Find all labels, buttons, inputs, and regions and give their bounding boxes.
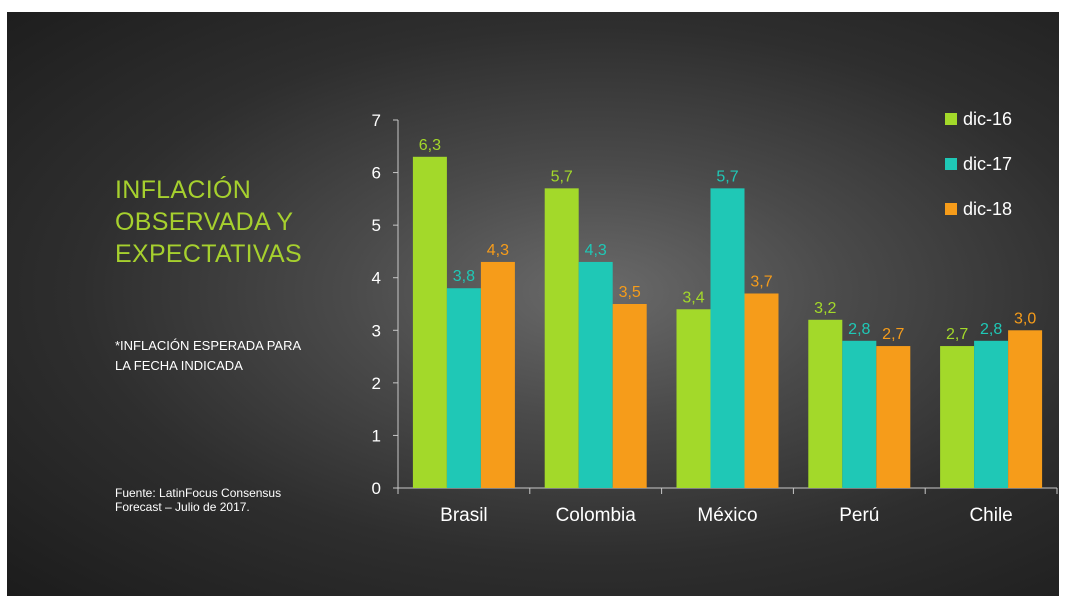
slide-title-line-1: INFLACIÓN <box>115 176 252 204</box>
data-label: 3,2 <box>814 300 836 317</box>
bar-dic-18-Colombia <box>612 304 647 488</box>
legend-item: dic-17 <box>945 153 1012 175</box>
y-tick-label: 4 <box>372 269 381 288</box>
bar-dic-18-Perú <box>876 346 911 488</box>
legend-swatch <box>945 158 957 170</box>
data-label: 4,3 <box>487 242 509 259</box>
y-tick-label: 1 <box>372 426 381 445</box>
legend-swatch <box>945 113 957 125</box>
bar-dic-16-Brasil <box>412 156 447 489</box>
bar-dic-16-Colombia <box>544 188 579 489</box>
data-label: 2,7 <box>882 326 904 343</box>
data-label: 2,8 <box>848 321 870 338</box>
x-tick-label: Perú <box>839 505 879 526</box>
y-tick-label: 3 <box>372 321 381 340</box>
legend-label: dic-17 <box>963 153 1013 174</box>
x-tick-label: Colombia <box>556 505 637 526</box>
data-label: 5,7 <box>551 168 573 185</box>
bar-chart: 0 1 2 3 4 5 6 7 6,3 3,8 4,3 Brasil 5,7 4,3 3,5 Colombia… <box>372 111 1058 526</box>
y-tick-label: 7 <box>372 111 381 130</box>
bar-dic-18-México <box>744 293 779 488</box>
bar-dic-17-Perú <box>842 340 877 488</box>
legend-item: dic-16 <box>945 108 1012 130</box>
data-label: 4,3 <box>585 242 607 259</box>
x-tick-label: Chile <box>969 505 1012 526</box>
data-label: 3,8 <box>453 268 475 285</box>
legend-item: dic-18 <box>945 198 1012 220</box>
bar-dic-17-Colombia <box>578 261 613 488</box>
data-label: 3,0 <box>1014 310 1036 327</box>
bar-dic-17-Brasil <box>446 288 481 488</box>
bar-dic-16-Perú <box>808 319 843 488</box>
bar-dic-17-Chile <box>974 340 1009 488</box>
bar-dic-16-México <box>676 309 711 488</box>
slide-title: INFLACIÓN OBSERVADA Y EXPECTATIVAS <box>115 174 375 270</box>
footnote-line-2: LA FECHA INDICADA <box>115 358 243 373</box>
bar-dic-17-México <box>710 188 745 489</box>
data-label: 2,7 <box>946 326 968 343</box>
footnote: *INFLACIÓN ESPERADA PARA LA FECHA INDICA… <box>115 336 375 376</box>
y-tick-label: 2 <box>372 374 381 393</box>
footnote-line-1: *INFLACIÓN ESPERADA PARA <box>115 338 302 353</box>
data-label: 3,7 <box>750 273 772 290</box>
bar-dic-18-Brasil <box>480 261 515 488</box>
source-note: Fuente: LatinFocus Consensus Forecast – … <box>115 486 355 514</box>
data-label: 5,7 <box>716 168 738 185</box>
x-tick-label: México <box>697 505 757 526</box>
data-label: 3,5 <box>619 284 641 301</box>
y-tick-label: 5 <box>372 216 381 235</box>
slide-title-line-3: EXPECTATIVAS <box>115 240 302 268</box>
legend-swatch <box>945 203 957 215</box>
bar-dic-18-Chile <box>1008 330 1043 488</box>
slide-title-line-2: OBSERVADA Y <box>115 208 294 236</box>
data-label: 6,3 <box>419 137 441 154</box>
legend-label: dic-18 <box>963 198 1013 219</box>
source-line-2: Forecast – Julio de 2017. <box>115 500 250 514</box>
data-label: 2,8 <box>980 321 1002 338</box>
slide: INFLACIÓN OBSERVADA Y EXPECTATIVAS *INFL… <box>7 12 1059 596</box>
y-tick-label: 6 <box>372 164 381 183</box>
data-label: 3,4 <box>682 289 704 306</box>
x-tick-label: Brasil <box>440 505 488 526</box>
source-line-1: Fuente: LatinFocus Consensus <box>115 486 282 500</box>
legend-label: dic-16 <box>963 108 1013 129</box>
bar-dic-16-Chile <box>940 346 975 488</box>
chart-legend: dic-16 dic-17 dic-18 <box>945 108 1012 243</box>
y-tick-label: 0 <box>372 479 381 498</box>
